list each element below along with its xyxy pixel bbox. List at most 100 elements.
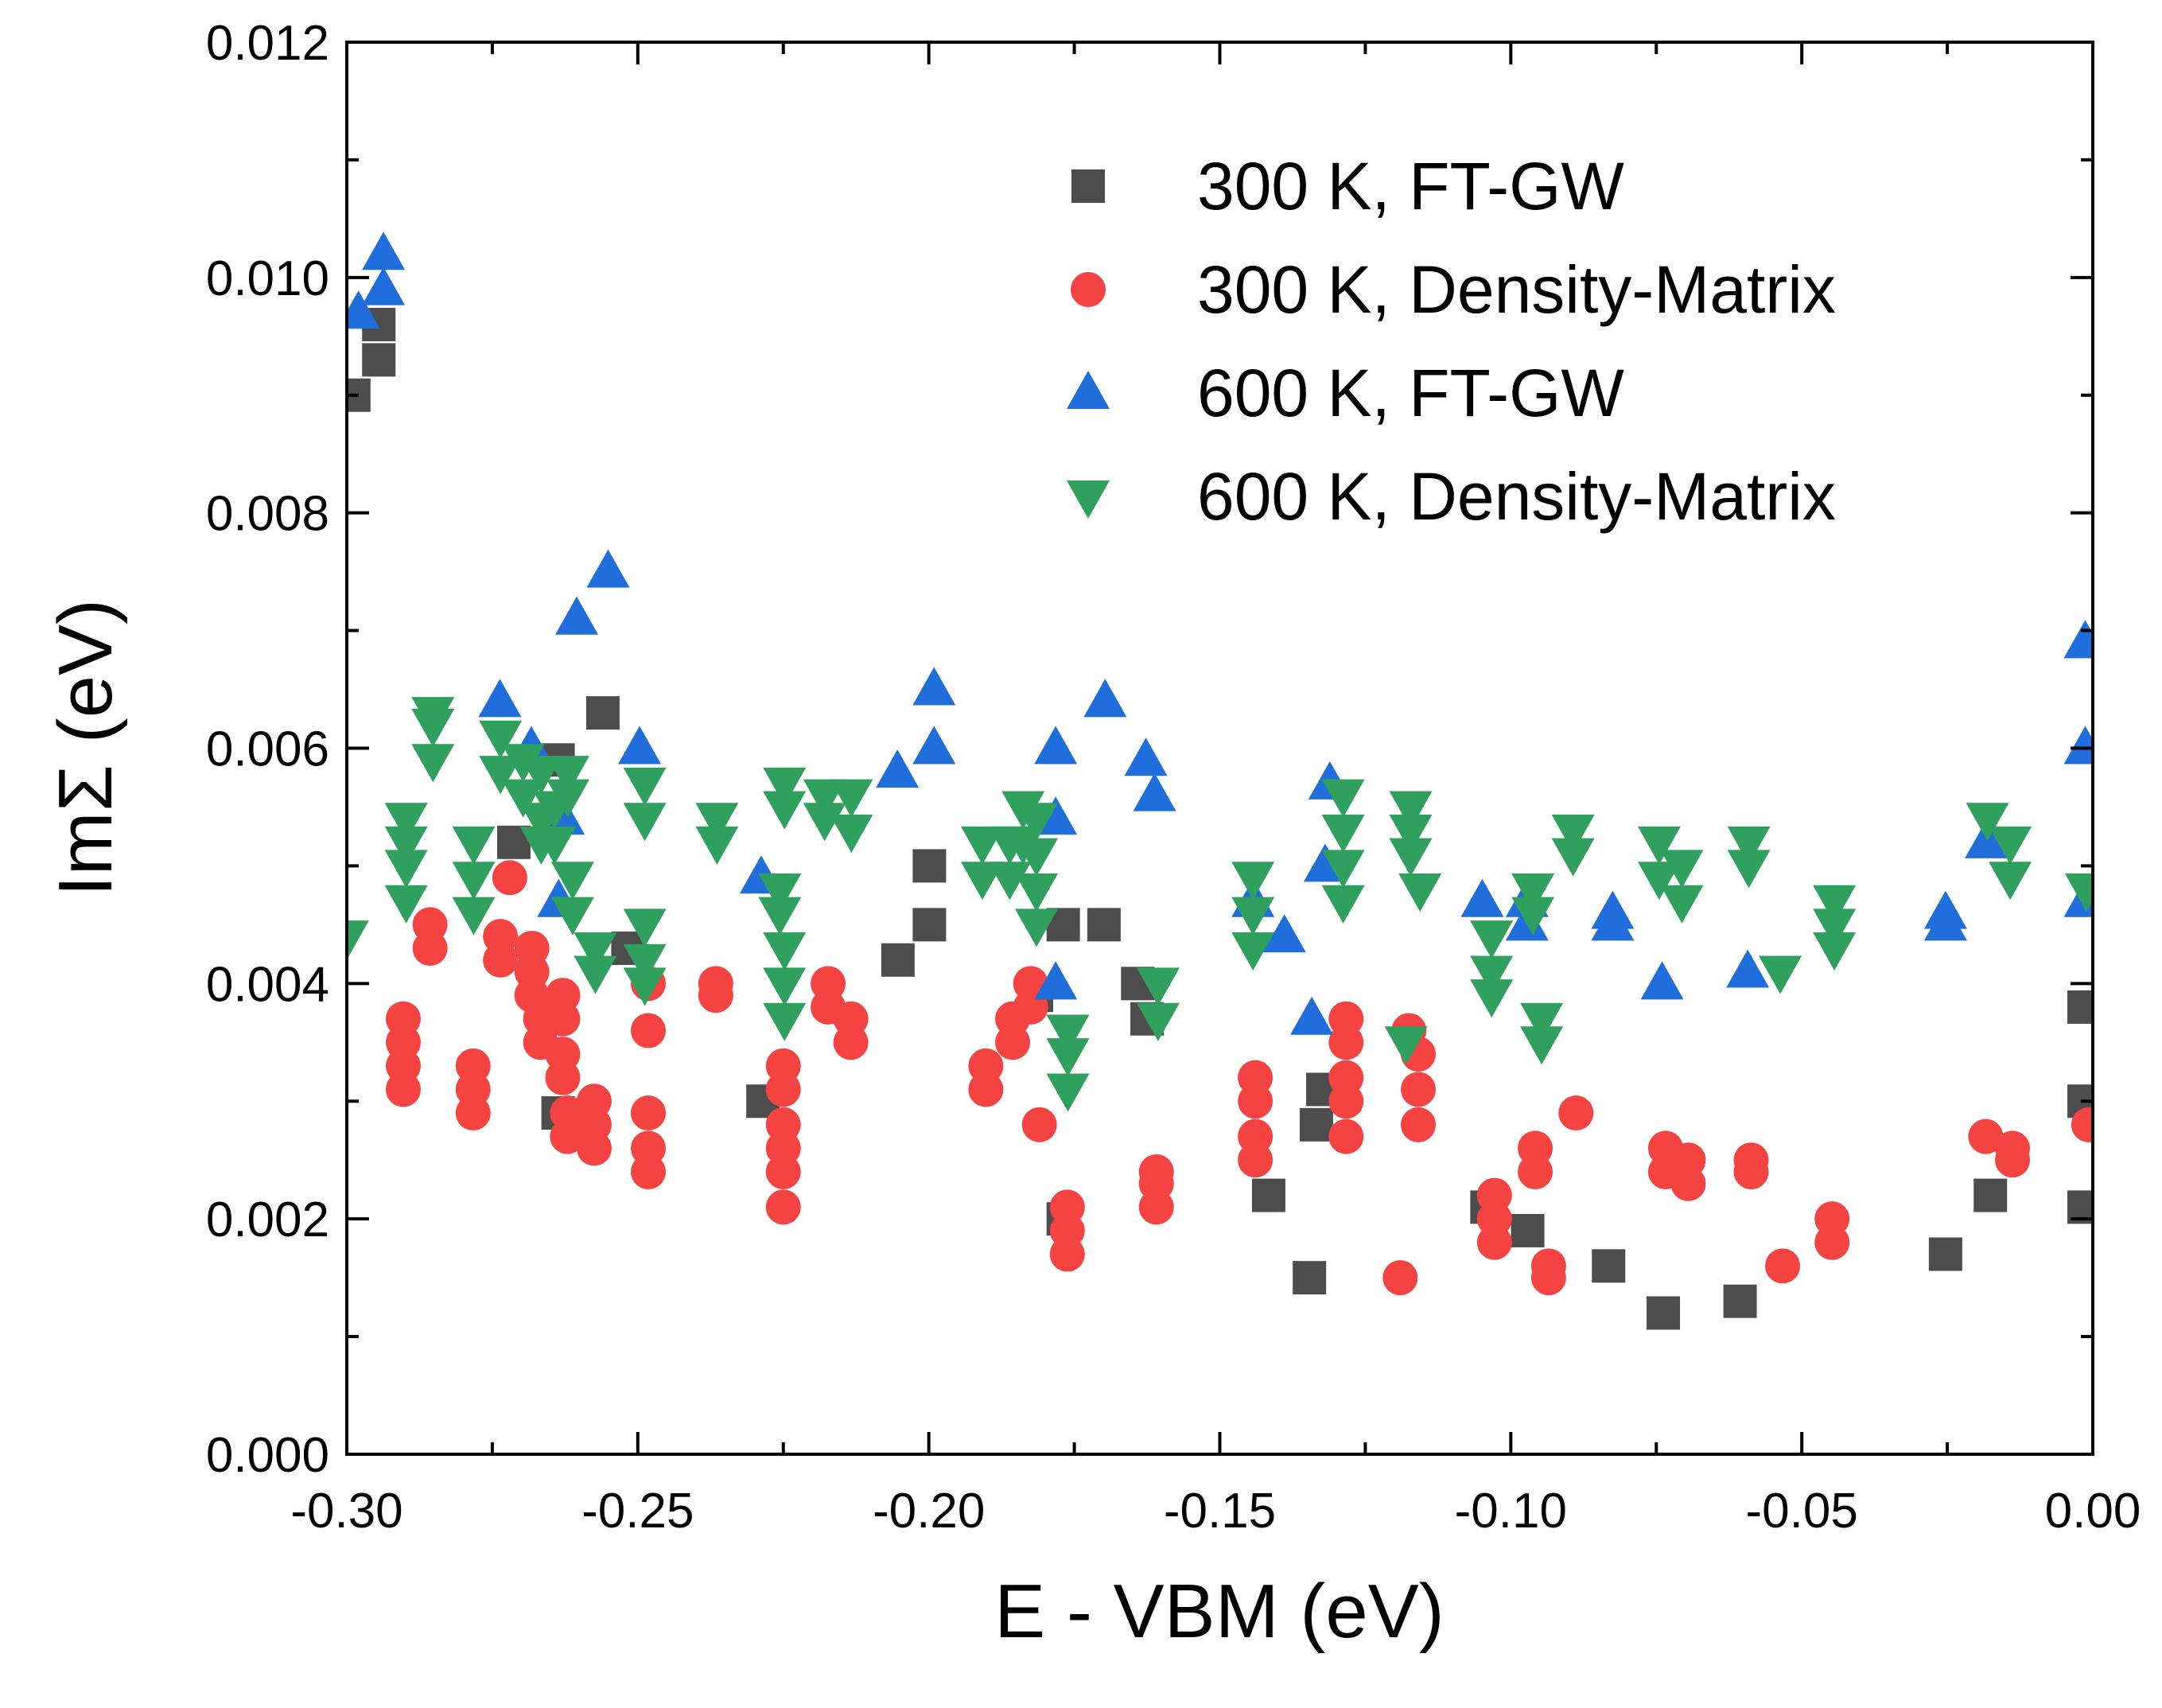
data-point (1136, 1002, 1180, 1041)
data-point (1231, 897, 1275, 936)
data-point (411, 708, 455, 747)
data-point (968, 1072, 1004, 1107)
data-point (1328, 1119, 1364, 1154)
data-point (1400, 1072, 1436, 1107)
data-point (765, 1154, 801, 1189)
data-point (501, 744, 545, 783)
data-point (631, 1095, 667, 1131)
data-point (455, 1095, 491, 1131)
data-point (1814, 1224, 1850, 1260)
series-4 (347, 697, 2093, 1112)
data-point (1015, 838, 1059, 877)
data-point (765, 1072, 801, 1107)
data-point (1813, 932, 1857, 971)
y-tick-label: 0.006 (206, 722, 329, 777)
data-point (1015, 908, 1059, 947)
data-point (1989, 826, 2032, 865)
data-point (347, 920, 369, 959)
legend-marker (1071, 272, 1106, 307)
data-point (1262, 914, 1306, 953)
x-tick-label: -0.20 (873, 1484, 985, 1539)
data-point (1321, 815, 1365, 854)
data-point (1520, 1002, 1564, 1041)
x-axis: -0.30 -0.25 -0.20 -0.15 -0.10 -0.05 0.00 (290, 42, 2141, 1539)
data-point (1995, 1142, 2031, 1178)
data-point (1398, 873, 1442, 912)
data-point (479, 720, 523, 759)
data-point (631, 1154, 667, 1189)
data-point (1133, 772, 1176, 811)
data-point (1965, 819, 2008, 858)
data-point (1511, 1213, 1545, 1247)
data-point (1251, 1178, 1285, 1212)
data-point (384, 826, 428, 865)
data-point (1034, 961, 1078, 1000)
data-point (576, 1130, 612, 1166)
data-point (1928, 1237, 1962, 1271)
data-point (763, 1002, 807, 1041)
data-point (555, 596, 599, 635)
data-point (623, 908, 667, 947)
data-point (876, 749, 920, 788)
data-point (1049, 1236, 1085, 1272)
data-point (574, 932, 617, 971)
data-point (452, 826, 496, 865)
data-point (695, 826, 739, 865)
x-tick-label: -0.25 (581, 1484, 694, 1539)
data-point (412, 930, 448, 966)
data-point (1551, 815, 1595, 854)
legend-label: 300 K, FT-GW (1197, 149, 1624, 224)
data-point (988, 862, 1032, 901)
y-tick-label: 0.000 (206, 1428, 329, 1483)
legend: 300 K, FT-GW 300 K, Density-Matrix 600 K, … (1067, 149, 1836, 534)
data-point (960, 862, 1004, 901)
data-point (1660, 850, 1704, 889)
data-point (546, 756, 590, 795)
data-point (912, 667, 956, 706)
data-point (362, 267, 406, 305)
data-point (1476, 1224, 1512, 1260)
x-tick-label: -0.05 (1746, 1484, 1858, 1539)
data-point (585, 696, 620, 730)
data-point (1328, 1025, 1364, 1060)
legend-item: 600 K, FT-GW (1067, 356, 1624, 430)
data-point (362, 231, 406, 270)
data-point (1670, 1165, 1706, 1201)
data-point (1124, 737, 1168, 776)
data-point (1321, 779, 1365, 818)
legend-item: 300 K, FT-GW (1071, 149, 1624, 224)
data-point (1637, 862, 1681, 901)
data-point (1389, 791, 1433, 830)
legend-label: 300 K, Density-Matrix (1197, 252, 1836, 327)
data-point (384, 850, 428, 889)
data-point (2063, 726, 2093, 765)
data-point (763, 932, 807, 971)
y-axis: 0.000 0.002 0.004 0.006 0.008 0.010 0.012 (206, 16, 2093, 1483)
data-point (1660, 885, 1704, 924)
data-point (2071, 1107, 2093, 1142)
data-point (1136, 967, 1180, 1006)
data-point (833, 1025, 869, 1060)
data-point (698, 978, 733, 1014)
data-point (623, 803, 667, 842)
data-point (1083, 679, 1127, 718)
x-tick-label: 0.00 (2045, 1484, 2141, 1539)
data-point (1015, 803, 1059, 842)
data-point (479, 756, 523, 795)
data-point (623, 767, 667, 806)
data-point (1328, 1084, 1364, 1119)
data-point (384, 803, 428, 842)
x-tick-label: -0.10 (1455, 1484, 1567, 1539)
data-point (1591, 902, 1635, 941)
data-point (2063, 620, 2093, 659)
data-point (1293, 1261, 1327, 1295)
data-point (1592, 1249, 1626, 1283)
data-point (574, 955, 617, 994)
data-point (1647, 1296, 1681, 1330)
data-point (501, 779, 545, 818)
legend-marker (1067, 371, 1110, 409)
data-point (347, 290, 380, 329)
data-point (995, 1025, 1031, 1060)
data-point (1238, 1142, 1273, 1178)
